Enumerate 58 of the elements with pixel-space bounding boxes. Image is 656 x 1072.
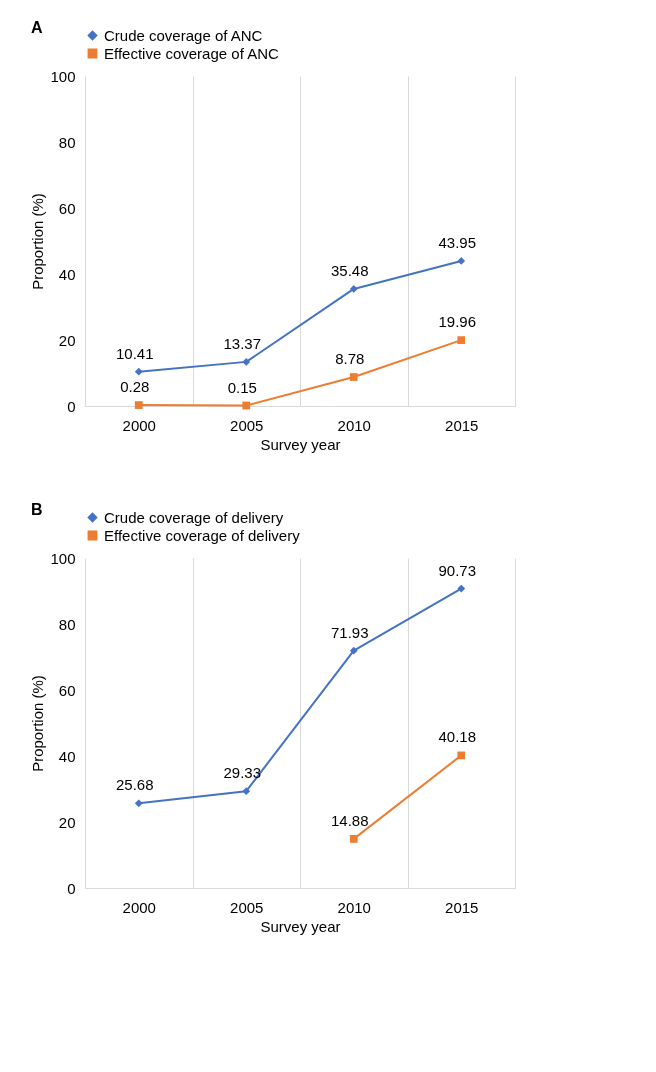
point [349,646,358,655]
x-tick-label: 2005 [230,416,264,434]
point [134,799,143,808]
point [242,401,251,410]
legend-label: Crude coverage of ANC [104,26,263,44]
data-label: 43.95 [438,233,477,251]
data-label: 19.96 [438,313,477,331]
legend-label: Crude coverage of delivery [104,508,284,526]
data-label: 35.48 [330,261,369,279]
x-tick-label: 2000 [122,898,156,916]
x-tick-label: 2010 [337,416,371,434]
y-tick-label: 60 [58,199,76,217]
y-tick-label: 0 [67,879,76,897]
y-axis-title: Proportion (%) [29,193,47,290]
data-label: 0.15 [227,378,257,396]
data-label: 10.41 [115,344,154,362]
x-tick-label: 2010 [337,898,371,916]
data-label: 14.88 [330,811,369,829]
y-tick-label: 80 [58,133,76,151]
point [134,367,143,376]
x-axis-title: Survey year [260,435,341,453]
legend-label: Effective coverage of ANC [104,44,279,62]
point [242,787,251,796]
x-tick-label: 2015 [445,898,479,916]
point [349,835,358,843]
chart-title: B [30,501,43,518]
data-label: 8.78 [335,350,365,368]
y-tick-label: 80 [58,615,76,633]
point [457,257,466,265]
y-axis-title: Proportion (%) [29,675,47,772]
point [349,373,358,381]
y-tick-label: 100 [50,67,76,85]
legend-label: Effective coverage of delivery [104,526,301,544]
x-tick-label: 2005 [230,898,264,916]
data-label: 0.28 [120,378,150,396]
x-axis-title: Survey year [260,917,341,935]
data-label: 40.18 [438,728,477,746]
y-tick-label: 60 [58,681,76,699]
data-label: 71.93 [330,623,369,641]
data-label: 90.73 [438,561,477,579]
chart-title: A [30,19,43,36]
data-label: 29.33 [223,764,262,782]
y-tick-label: 0 [67,397,76,415]
x-tick-label: 2015 [445,416,479,434]
point [457,751,466,760]
point [457,336,466,344]
x-tick-label: 2000 [122,416,156,434]
point [242,358,251,366]
y-tick-label: 20 [58,813,76,831]
y-tick-label: 20 [58,331,76,349]
point [457,584,466,593]
y-tick-label: 100 [50,549,76,567]
y-tick-label: 40 [58,747,76,765]
point [349,285,358,293]
y-tick-label: 40 [58,265,76,283]
data-label: 25.68 [115,776,154,794]
point [134,401,143,409]
data-label: 13.37 [223,334,262,352]
